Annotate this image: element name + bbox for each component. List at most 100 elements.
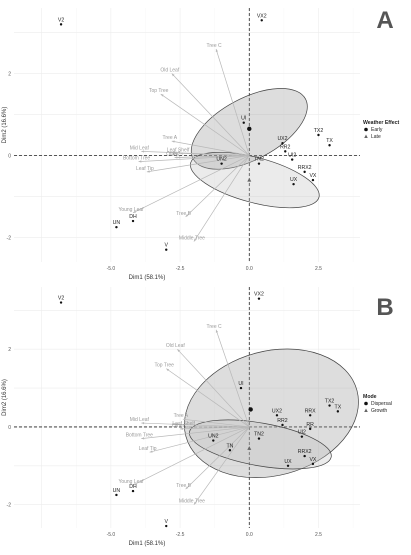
point-label: TN: [226, 443, 233, 449]
vector-arrowhead: [160, 94, 164, 97]
vector-arrow: [166, 368, 250, 428]
x-axis-title: Dim1 (58.1%): [129, 275, 166, 281]
vector-arrow: [180, 153, 250, 156]
x-tick-label: -2.5: [176, 266, 185, 272]
point-label: UX2: [272, 408, 282, 414]
point-marker: [257, 162, 261, 165]
vector-arrowhead: [185, 214, 189, 217]
vector-arrowhead: [193, 501, 197, 505]
vector-arrowhead: [141, 150, 145, 153]
point-label: UX: [290, 177, 298, 183]
vector-label: Young Leaf: [118, 207, 144, 213]
point-marker: [239, 386, 243, 390]
vector-label: Middle Tree: [179, 499, 205, 505]
vector-arrow: [193, 155, 250, 242]
point-label: V2: [58, 17, 64, 23]
point-label: UI: [238, 381, 243, 387]
point-marker: [290, 158, 294, 161]
point-label: V: [165, 519, 169, 525]
point-marker: [311, 462, 315, 466]
vector-arrow: [171, 73, 250, 156]
vector-arrow: [141, 426, 250, 439]
point-marker: [308, 414, 312, 417]
vector-arrow: [182, 418, 250, 428]
point-label: UN2: [216, 157, 226, 163]
point-label: TX: [335, 404, 342, 410]
point-label: RR: [306, 422, 314, 428]
vector-arrowhead: [171, 140, 175, 143]
vector-arrowhead: [185, 425, 189, 429]
vector-label: Leaf Tip: [139, 446, 157, 452]
legend-entry-label: Late: [371, 134, 381, 140]
point-marker: [281, 423, 284, 427]
vector-label: Tree C: [207, 43, 222, 49]
panel-letter: B: [376, 294, 393, 321]
vector-label: Tree C: [207, 324, 222, 330]
x-tick-label: -5.0: [107, 266, 116, 272]
point-marker: [165, 248, 168, 251]
legend-marker-triangle: [364, 408, 368, 412]
vector-arrow: [146, 155, 250, 173]
confidence-ellipse-growth: [189, 419, 332, 470]
vector-arrowhead: [180, 427, 183, 430]
panel-a: Tree C Old Leaf Top Tree Tree A Mid Leaf Bott…: [2, 7, 399, 281]
y-tick-label: 2: [8, 347, 11, 353]
point-label: RRX: [305, 408, 316, 414]
legend-marker-circle: [364, 401, 368, 406]
vector-arrowhead: [138, 160, 142, 163]
point-marker: [281, 141, 284, 145]
point-label: UX: [284, 459, 292, 465]
point-marker: [115, 225, 118, 229]
vector-label: Tree A: [163, 135, 178, 141]
vector-label: Mid Leaf: [130, 145, 150, 151]
vector-label: UN2: [170, 152, 180, 158]
point-marker: [257, 297, 261, 300]
point-label: UX2: [277, 136, 287, 142]
point-label: TX2: [314, 128, 324, 134]
legend-entry-label: Early: [371, 127, 383, 133]
grid: [14, 287, 360, 528]
point-marker: [328, 404, 331, 407]
y-tick-label: 0: [8, 425, 11, 431]
point-marker: [115, 493, 118, 497]
plot-area: [14, 8, 360, 262]
centroid-marker-late: [247, 177, 252, 182]
point-marker: [220, 162, 223, 165]
point-label: DH: [129, 214, 137, 220]
vector-arrow: [132, 155, 250, 214]
vector-arrowhead: [174, 156, 178, 159]
vector-label: Other: [166, 152, 179, 158]
vector-arrowhead: [177, 156, 181, 159]
centroid-marker-dispersal: [248, 407, 253, 412]
point-marker: [131, 489, 135, 493]
vector-arrowhead: [166, 368, 170, 372]
point-label: UI: [241, 116, 246, 122]
point-marker: [311, 178, 315, 182]
vector-label: Tree B: [176, 483, 191, 489]
point-marker: [275, 414, 279, 417]
vector-label: Top Tree: [155, 363, 175, 369]
x-tick-label: 2.5: [315, 532, 322, 538]
point-label: VX: [309, 457, 316, 463]
point-marker: [257, 437, 261, 440]
y-axis-title: Dim2 (16.6%): [2, 107, 8, 144]
point-marker: [131, 219, 135, 223]
legend-marker-circle: [364, 127, 368, 132]
vector-arrow: [177, 348, 250, 428]
vector-arrowhead: [141, 437, 145, 440]
centroid-marker-growth: [247, 446, 252, 450]
vector-arrowhead: [133, 482, 137, 486]
vector-arrow: [141, 422, 250, 428]
vector-arrow: [149, 426, 250, 453]
vector-label: Old Leaf: [166, 343, 186, 349]
vector-arrow: [171, 140, 250, 156]
vector-arrowhead: [149, 450, 153, 453]
point-label: DH: [129, 484, 137, 490]
legend-title: Mode: [363, 394, 377, 400]
panel-b: Tree C Old Leaf Top Tree Tree A Mid Leaf Bott…: [2, 287, 394, 547]
confidence-ellipse-late: [190, 151, 320, 209]
